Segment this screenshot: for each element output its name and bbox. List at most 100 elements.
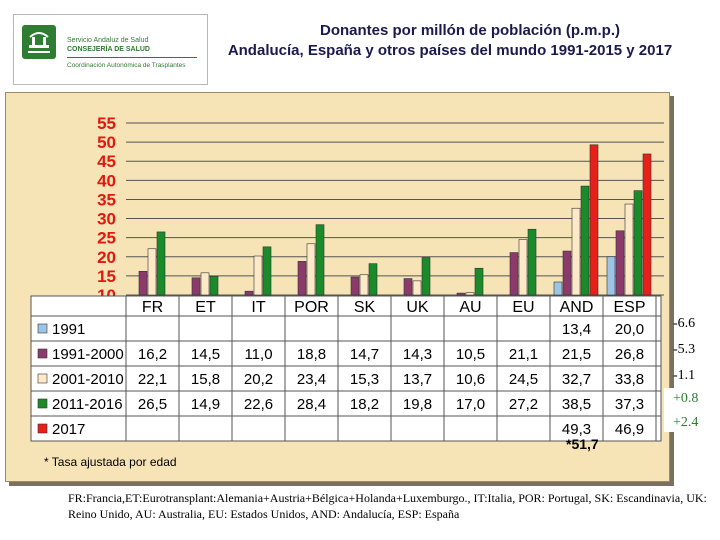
data-label: 22,1	[138, 371, 167, 388]
data-label: 18,8	[297, 346, 326, 363]
category-label: SK	[354, 299, 376, 316]
bar	[147, 248, 157, 296]
and-adjusted-value: *51,7	[566, 436, 599, 452]
data-label: 14,3	[403, 346, 432, 363]
data-label: 20,0	[615, 321, 644, 338]
footnote: * Tasa ajustada por edad	[44, 455, 177, 469]
changes-background	[664, 388, 704, 432]
legend-swatch	[37, 423, 48, 434]
data-label: 28,4	[297, 396, 326, 413]
data-label: 32,7	[562, 371, 591, 388]
data-label: 14,7	[350, 346, 379, 363]
data-label: 14,5	[191, 346, 220, 363]
data-label: 49,3	[562, 421, 591, 438]
bar	[518, 239, 528, 296]
bar	[412, 280, 422, 296]
data-label: 26,5	[138, 396, 167, 413]
category-label: ET	[195, 299, 216, 316]
logo-text-1: Servicio Andaluz de Salud	[67, 37, 149, 44]
bar	[580, 185, 590, 296]
y-tick-label: 40	[97, 171, 116, 190]
bar	[633, 190, 643, 296]
data-label: 22,6	[244, 396, 273, 413]
bar	[350, 276, 360, 296]
bar-chart: 55504540353025201510FRETITPORSKUKAUEUAND…	[30, 114, 664, 442]
data-label: 15,8	[191, 371, 220, 388]
data-label: 13,4	[562, 321, 591, 338]
bar	[589, 144, 599, 296]
y-tick-label: 35	[97, 190, 116, 209]
data-label: 15,3	[350, 371, 379, 388]
data-label: 16,2	[138, 346, 167, 363]
legend-label: 1991-2000	[52, 346, 124, 363]
data-label: 46,9	[615, 421, 644, 438]
change-value: -1.1	[673, 368, 696, 383]
legend-swatch	[37, 323, 48, 334]
bar	[253, 255, 263, 296]
legend-swatch	[37, 398, 48, 409]
data-label: 37,3	[615, 396, 644, 413]
data-label: 21,1	[509, 346, 538, 363]
category-label: AU	[459, 299, 481, 316]
bar	[138, 271, 148, 296]
bar	[553, 281, 563, 296]
bar	[306, 243, 316, 296]
bar	[562, 250, 572, 296]
bar	[642, 153, 652, 296]
bar	[262, 246, 272, 296]
bar	[527, 228, 537, 296]
y-tick-label: 45	[97, 152, 116, 171]
data-label: 20,2	[244, 371, 273, 388]
category-label: ESP	[613, 299, 645, 316]
logo-text-2: CONSEJERÍA DE SALUD	[67, 46, 150, 53]
bar	[509, 252, 519, 296]
category-label: AND	[560, 299, 594, 316]
legend-swatch	[37, 373, 48, 384]
data-table-background	[30, 295, 662, 442]
bar	[191, 277, 201, 296]
data-label: 26,8	[615, 346, 644, 363]
category-label: POR	[294, 299, 329, 316]
legend-label: 2001-2010	[52, 371, 124, 388]
bar	[403, 278, 413, 296]
y-tick-label: 55	[97, 114, 116, 133]
legend-swatch	[37, 348, 48, 359]
data-label: 11,0	[244, 346, 272, 363]
bar	[200, 272, 210, 296]
data-label: 18,2	[350, 396, 379, 413]
category-label: IT	[251, 299, 265, 316]
legend-label: 2017	[52, 421, 85, 438]
bar	[359, 274, 369, 296]
logo-divider	[67, 57, 197, 58]
abbreviations-note: FR:Francia,ET:Eurotransplant:Alemania+Au…	[68, 491, 707, 521]
y-tick-label: 30	[97, 210, 116, 229]
data-label: 24,5	[509, 371, 538, 388]
data-label: 14,9	[191, 396, 220, 413]
legend-label: 1991	[52, 321, 85, 338]
change-value: +2.4	[673, 415, 699, 430]
bar	[421, 257, 431, 296]
bar	[474, 267, 484, 296]
bar	[606, 256, 616, 296]
bar	[571, 207, 581, 296]
bar	[297, 261, 307, 296]
bar	[209, 275, 219, 296]
logo: Servicio Andaluz de Salud CONSEJERÍA DE …	[13, 14, 208, 85]
change-value: -5.3	[673, 342, 696, 357]
data-label: 10,5	[456, 346, 485, 363]
data-label: 17,0	[456, 396, 485, 413]
bar	[156, 231, 166, 296]
data-label: 33,8	[615, 371, 644, 388]
chart-subtitle: Andalucía, España y otros países del mun…	[227, 42, 673, 59]
category-label: FR	[142, 299, 163, 316]
data-label: 19,8	[403, 396, 432, 413]
logo-text-3: Coordinación Autonómica de Trasplantes	[67, 62, 186, 69]
y-tick-label: 20	[97, 248, 116, 267]
bar	[456, 292, 466, 296]
legend-label: 2011-2016	[52, 396, 123, 413]
data-label: 38,5	[562, 396, 591, 413]
data-label: 13,7	[403, 371, 432, 388]
y-tick-label: 25	[97, 229, 116, 248]
change-value: -6.6	[673, 316, 696, 331]
category-label: UK	[406, 299, 429, 316]
